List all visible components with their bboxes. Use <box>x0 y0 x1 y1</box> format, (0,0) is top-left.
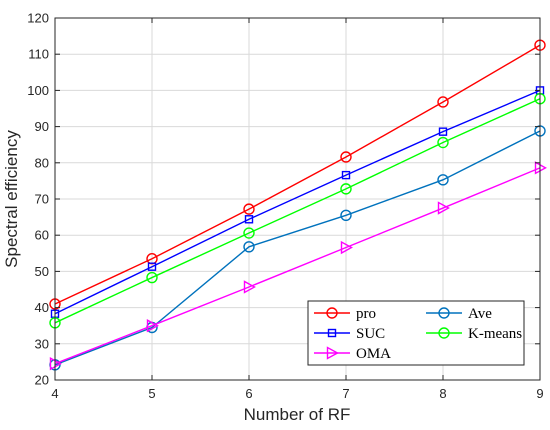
x-tick-label: 5 <box>148 386 155 401</box>
legend: pro Ave SUC K-means OMA <box>307 300 525 366</box>
legend-swatch-marker <box>438 327 450 339</box>
y-tick-label: 100 <box>27 83 49 98</box>
y-tick-label: 80 <box>35 155 49 170</box>
legend-item-ave: Ave <box>426 306 492 322</box>
data-point <box>437 136 449 149</box>
data-point <box>437 201 450 215</box>
y-tick-label: 90 <box>35 119 49 134</box>
legend-label: Ave <box>468 306 492 322</box>
series-layer <box>49 39 547 371</box>
data-point <box>243 280 256 294</box>
y-tick-label: 110 <box>28 47 49 62</box>
y-tick-label: 20 <box>35 373 49 388</box>
x-tick-label: 6 <box>245 386 252 401</box>
data-point <box>437 174 449 186</box>
series-line <box>54 98 541 324</box>
x-tick-label: 7 <box>342 386 349 401</box>
x-axis-label: Number of RF <box>244 405 351 424</box>
data-point <box>340 209 352 221</box>
axis-ticks: 4 5 6 7 8 9 20 30 40 50 60 70 80 90 100 110 120 <box>27 11 543 402</box>
legend-swatch-marker <box>438 307 450 319</box>
x-tick-label: 8 <box>439 386 446 401</box>
series-line <box>54 167 541 365</box>
y-tick-label: 40 <box>35 300 49 315</box>
y-tick-label: 50 <box>35 264 49 279</box>
legend-item-k-means: K-means <box>426 326 522 342</box>
data-point <box>438 127 448 136</box>
x-tick-label: 4 <box>51 386 58 401</box>
y-tick-label: 60 <box>35 228 49 243</box>
data-point <box>340 240 353 255</box>
legend-swatch-marker <box>326 346 339 360</box>
data-point <box>146 271 158 284</box>
legend-item-suc: SUC <box>314 326 385 342</box>
data-point <box>147 262 157 271</box>
series-line <box>54 89 541 315</box>
grid-lines <box>55 18 540 380</box>
y-tick-label: 70 <box>35 192 49 207</box>
data-point <box>341 170 351 180</box>
y-axis-label: Spectral efficiency <box>2 130 21 268</box>
data-point <box>340 151 352 163</box>
y-tick-label: 30 <box>35 336 49 351</box>
legend-item-pro: pro <box>314 306 376 322</box>
legend-label: pro <box>356 306 376 322</box>
legend-swatch-marker <box>326 307 338 319</box>
legend-label: K-means <box>468 326 522 342</box>
y-tick-label: 120 <box>27 11 49 26</box>
legend-label: OMA <box>356 346 391 362</box>
data-point <box>244 215 254 224</box>
data-point <box>243 227 255 239</box>
x-tick-label: 9 <box>536 386 543 401</box>
legend-item-oma: OMA <box>314 346 391 362</box>
data-point <box>437 96 449 108</box>
data-point <box>146 319 159 333</box>
data-point <box>340 183 352 195</box>
series-line <box>54 130 541 366</box>
series-line <box>54 44 541 305</box>
data-point <box>243 241 255 253</box>
legend-label: SUC <box>356 326 385 342</box>
data-point <box>243 203 255 215</box>
legend-swatch-marker <box>327 328 337 338</box>
series-suc <box>50 86 545 318</box>
